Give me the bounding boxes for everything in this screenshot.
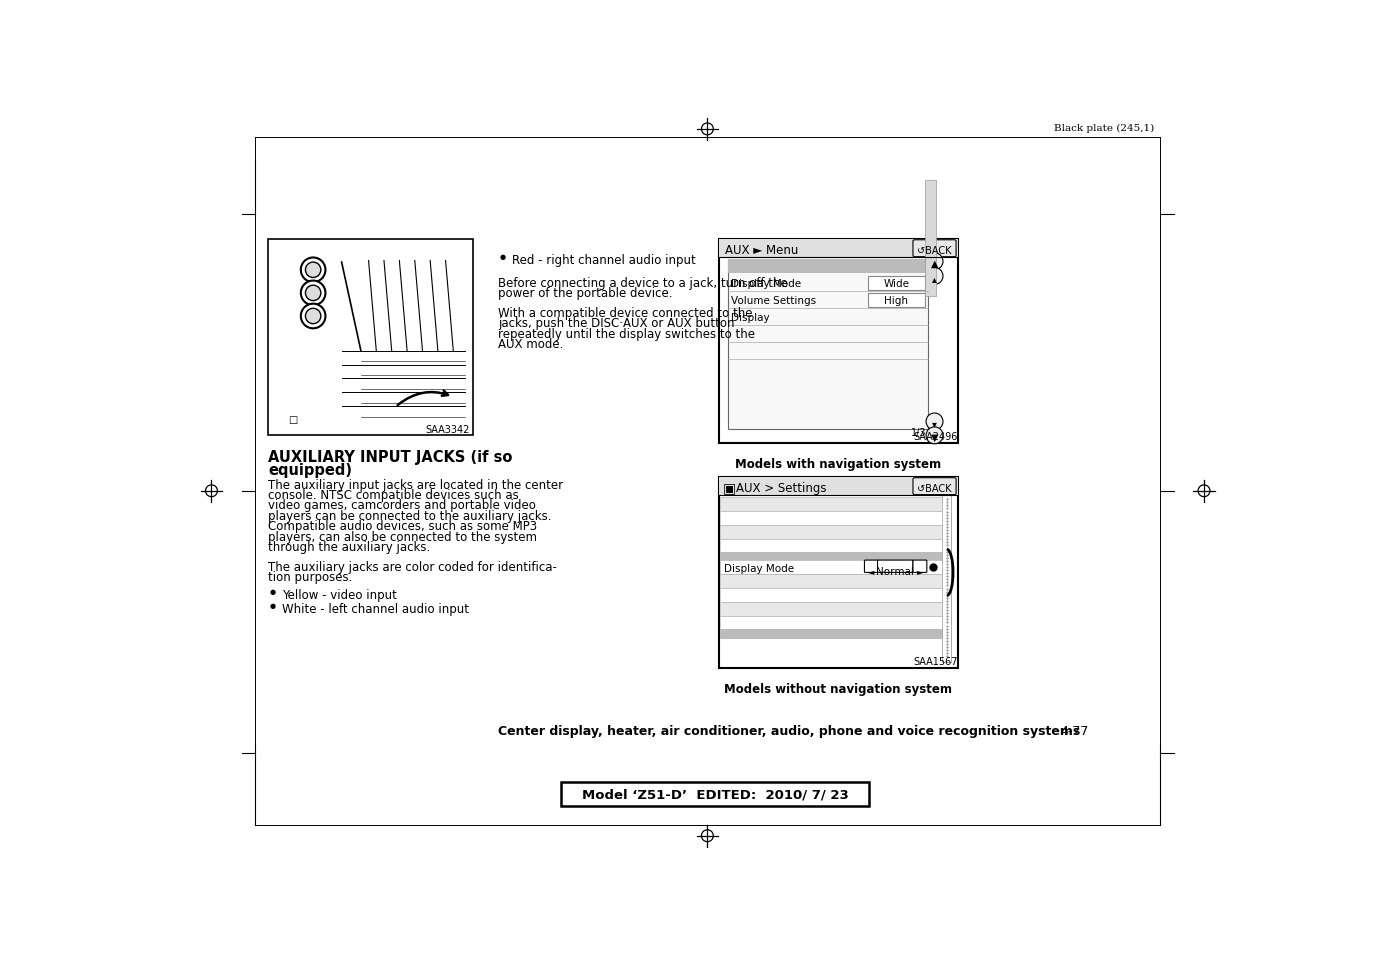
Text: Volume Settings: Volume Settings [732, 295, 816, 306]
FancyBboxPatch shape [913, 240, 956, 257]
Bar [720, 240, 957, 258]
Text: Display Mode: Display Mode [724, 563, 794, 574]
Text: Models with navigation system: Models with navigation system [735, 457, 942, 471]
Text: ●: ● [271, 589, 276, 595]
Bar [561, 782, 869, 806]
Text: Red - right channel audio input: Red - right channel audio input [512, 253, 696, 267]
Text: □: □ [289, 415, 298, 424]
Text: White - left channel audio input: White - left channel audio input [282, 602, 470, 615]
Text: AUX mode.: AUX mode. [499, 337, 563, 351]
Bar [867, 294, 925, 308]
Text: jacks, push the DISC·AUX or AUX button: jacks, push the DISC·AUX or AUX button [499, 317, 735, 330]
Bar [721, 525, 942, 539]
Text: Display: Display [732, 313, 769, 323]
Text: SAA3342: SAA3342 [425, 424, 470, 435]
Text: Yellow - video input: Yellow - video input [282, 589, 398, 601]
Text: Models without navigation system: Models without navigation system [724, 682, 953, 695]
Circle shape [301, 258, 326, 283]
Text: SAA2496: SAA2496 [913, 432, 957, 442]
Circle shape [927, 428, 943, 444]
Text: repeatedly until the display switches to the: repeatedly until the display switches to… [499, 328, 755, 340]
Bar [720, 477, 957, 668]
Bar [721, 497, 942, 511]
Text: Normal: Normal [877, 567, 914, 577]
Circle shape [301, 304, 326, 329]
Bar [728, 260, 928, 274]
Text: Center display, heater, air conditioner, audio, phone and voice recognition syst: Center display, heater, air conditioner,… [499, 724, 1080, 738]
FancyBboxPatch shape [913, 478, 956, 496]
Text: 1/3: 1/3 [910, 428, 927, 437]
Bar [268, 240, 472, 436]
Bar [720, 477, 957, 496]
Text: ▣: ▣ [722, 480, 736, 495]
Text: video games, camcorders and portable video: video games, camcorders and portable vid… [268, 499, 536, 512]
Bar [728, 260, 928, 430]
Text: The auxiliary jacks are color coded for identifica-: The auxiliary jacks are color coded for … [268, 560, 558, 573]
Bar [721, 560, 942, 575]
Text: ●: ● [500, 253, 505, 259]
FancyBboxPatch shape [877, 560, 913, 573]
Bar [720, 240, 957, 443]
Text: console. NTSC compatible devices such as: console. NTSC compatible devices such as [268, 489, 519, 501]
Circle shape [927, 253, 943, 271]
FancyBboxPatch shape [865, 560, 878, 573]
FancyBboxPatch shape [913, 560, 927, 573]
Text: Wide: Wide [884, 279, 910, 289]
Text: ►: ► [917, 567, 923, 576]
Text: power of the portable device.: power of the portable device. [499, 287, 673, 300]
Text: ↺BACK: ↺BACK [917, 483, 952, 494]
Text: players, can also be connected to the system: players, can also be connected to the sy… [268, 530, 537, 543]
Circle shape [305, 263, 320, 278]
Text: AUXILIARY INPUT JACKS (if so: AUXILIARY INPUT JACKS (if so [268, 450, 512, 465]
Bar [721, 511, 942, 525]
Text: ↺BACK: ↺BACK [917, 246, 952, 256]
Text: With a compatible device connected to the: With a compatible device connected to th… [499, 307, 753, 319]
Text: Black plate (245,1): Black plate (245,1) [1054, 124, 1155, 132]
Circle shape [301, 281, 326, 306]
Bar [721, 575, 942, 588]
Bar [721, 630, 942, 639]
Bar [721, 602, 942, 616]
Bar [867, 276, 925, 291]
Circle shape [927, 414, 943, 431]
Text: tion purposes.: tion purposes. [268, 571, 354, 583]
Text: AUX ► Menu: AUX ► Menu [725, 244, 798, 256]
Text: ▴: ▴ [932, 274, 936, 284]
Text: players can be connected to the auxiliary jacks.: players can be connected to the auxiliar… [268, 509, 552, 522]
Text: ▲: ▲ [931, 259, 938, 269]
Text: ▾: ▾ [932, 419, 936, 429]
Circle shape [305, 309, 320, 324]
Bar [721, 616, 942, 630]
Text: Before connecting a device to a jack, turn off the: Before connecting a device to a jack, tu… [499, 276, 787, 290]
Bar [925, 181, 936, 296]
Bar [721, 539, 942, 553]
Bar [721, 553, 942, 560]
Text: High: High [884, 295, 909, 306]
Text: equipped): equipped) [268, 462, 352, 477]
Text: ◄: ◄ [869, 567, 874, 576]
Text: Model ‘Z51-D’  EDITED:  2010/ 7/ 23: Model ‘Z51-D’ EDITED: 2010/ 7/ 23 [581, 788, 848, 801]
Text: SAA1567: SAA1567 [913, 657, 957, 667]
Text: 4-77: 4-77 [1061, 724, 1088, 738]
Circle shape [927, 268, 943, 285]
Circle shape [305, 286, 320, 301]
Text: ▼: ▼ [931, 433, 938, 443]
Text: Compatible audio devices, such as some MP3: Compatible audio devices, such as some M… [268, 519, 537, 533]
Bar [942, 496, 952, 662]
Text: Display Mode: Display Mode [732, 279, 801, 289]
Text: through the auxiliary jacks.: through the auxiliary jacks. [268, 540, 431, 554]
Text: AUX > Settings: AUX > Settings [736, 481, 826, 495]
Bar [721, 588, 942, 602]
Text: ●: ● [271, 602, 276, 608]
Text: The auxiliary input jacks are located in the center: The auxiliary input jacks are located in… [268, 478, 563, 491]
